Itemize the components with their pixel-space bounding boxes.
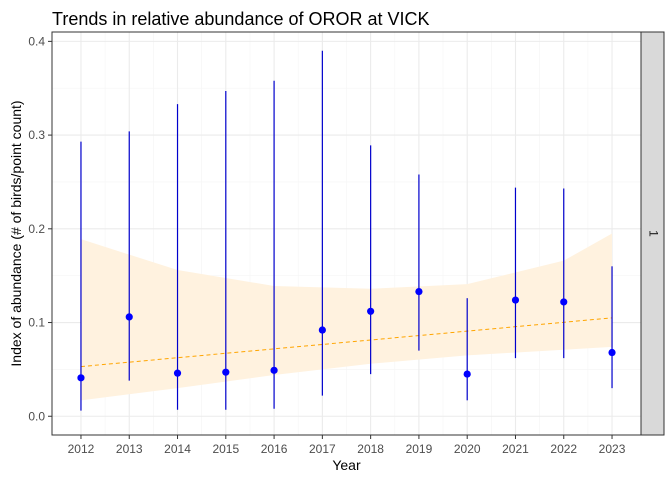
data-point: [560, 298, 568, 306]
plot-panel: [51, 31, 642, 436]
x-tick-label: 2016: [261, 442, 288, 456]
x-tick-label: 2014: [164, 442, 191, 456]
x-tick-label: 2013: [116, 442, 143, 456]
x-tick-label: 2018: [357, 442, 384, 456]
x-tick-label: 2021: [502, 442, 529, 456]
y-tick-label: 0.2: [28, 222, 45, 236]
data-point: [318, 326, 326, 334]
x-tick-label: 2019: [406, 442, 433, 456]
error-bars-layer: [80, 50, 613, 411]
x-tick-label: 2022: [550, 442, 577, 456]
data-point: [415, 288, 423, 296]
data-point: [463, 370, 471, 378]
y-tick-label: 0.1: [28, 316, 45, 330]
trend-line-layer: [80, 317, 613, 368]
grid-minor: [52, 32, 641, 435]
data-point: [608, 348, 616, 357]
confidence-band: [80, 233, 613, 401]
y-tick-label: 0.3: [28, 128, 45, 142]
x-tick-label: 2023: [599, 442, 626, 456]
y-axis-title: Index of abundance (# of birds/point cou…: [8, 100, 24, 366]
data-point: [222, 368, 230, 376]
data-point: [511, 296, 520, 304]
x-tick-label: 2012: [68, 442, 95, 456]
x-tick-label: 2017: [309, 442, 336, 456]
x-axis-title: Year: [332, 457, 361, 473]
x-tick-label: 2020: [454, 442, 481, 456]
facet-strip-background: [640, 31, 665, 436]
x-tick-label: 2015: [212, 442, 239, 456]
points-layer: [77, 288, 616, 382]
data-point: [77, 374, 85, 382]
data-point: [270, 366, 278, 374]
confidence-band-layer: [80, 233, 613, 401]
trend-line: [80, 317, 613, 368]
facet-strip-label: 1: [646, 230, 660, 237]
y-tick-label: 0.4: [28, 34, 45, 48]
chart-title: Trends in relative abundance of OROR at …: [52, 9, 430, 29]
x-axis: 2012 2013 2014 2015 2016 2017 2018 2019 2020 2021…: [68, 435, 626, 456]
facet-strip: 1: [640, 31, 665, 436]
data-point: [125, 313, 133, 321]
y-tick-label: 0.0: [28, 409, 45, 423]
data-point: [367, 307, 375, 315]
data-point: [173, 369, 182, 377]
y-axis: 0.0 0.1 0.2 0.3 0.4: [28, 34, 52, 423]
